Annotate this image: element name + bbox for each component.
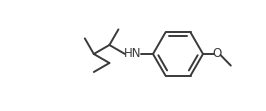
Text: HN: HN: [124, 48, 142, 60]
Text: O: O: [212, 48, 222, 60]
